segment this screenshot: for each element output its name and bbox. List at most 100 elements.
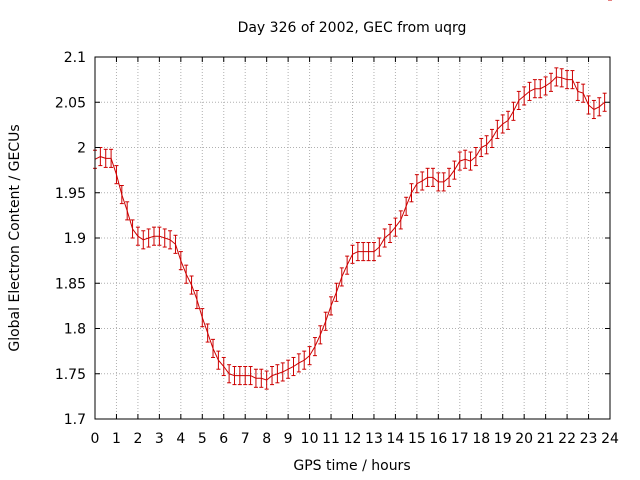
x-axis-ticks: 0 1 2 3 4 5 6 7 8 9 10 11 12 13 14 15 16 17 18 19 20 21 22 23 24	[91, 57, 619, 447]
data-point	[506, 110, 511, 130]
data-point	[178, 251, 183, 271]
data-point	[388, 223, 393, 244]
x-tick-label: 23	[580, 431, 598, 447]
data-point	[377, 237, 382, 257]
x-tick-label: 18	[472, 431, 490, 447]
data-point	[522, 86, 527, 106]
data-point	[253, 368, 258, 388]
data-point	[286, 359, 291, 379]
data-point	[168, 230, 173, 250]
data-point	[382, 228, 387, 248]
data-point	[479, 137, 484, 158]
data-point	[307, 346, 312, 366]
data-point	[371, 242, 376, 262]
data-point	[119, 185, 124, 205]
x-tick-label: 17	[451, 431, 469, 447]
data-point	[221, 356, 226, 377]
data-point	[532, 79, 537, 99]
x-tick-label: 11	[322, 431, 340, 447]
data-point	[130, 219, 135, 239]
data-point	[318, 325, 323, 345]
x-tick-label: 9	[284, 431, 293, 447]
x-tick-label: 3	[155, 431, 164, 447]
y-axis-ticks: 1.7 1.75 1.8 1.85 1.9 1.95 2 2.05 2.1	[55, 50, 610, 428]
data-point	[484, 135, 489, 155]
x-tick-label: 6	[219, 431, 228, 447]
data-point	[538, 79, 543, 99]
x-tick-label: 1	[112, 431, 121, 447]
x-tick-label: 24	[601, 431, 619, 447]
data-point	[468, 151, 473, 171]
data-point	[441, 172, 446, 192]
data-point	[473, 147, 478, 167]
data-point	[211, 338, 216, 358]
data-point	[581, 83, 586, 103]
data-point	[173, 234, 178, 254]
data-point	[586, 95, 591, 115]
data-point	[205, 323, 210, 343]
data-point	[302, 350, 307, 370]
data-point	[404, 196, 409, 216]
data-point	[280, 362, 285, 382]
y-tick-label: 2	[77, 141, 86, 157]
x-tick-label: 4	[176, 431, 185, 447]
x-tick-label: 22	[558, 431, 576, 447]
data-point	[264, 370, 269, 390]
data-point	[436, 172, 441, 192]
series-gec	[93, 0, 612, 390]
data-point	[232, 366, 237, 386]
y-tick-label: 1.75	[55, 367, 86, 383]
data-point	[463, 149, 468, 169]
data-point	[227, 364, 232, 384]
data-point	[216, 350, 221, 370]
data-point	[452, 160, 457, 180]
x-tick-label: 7	[241, 431, 250, 447]
data-point	[200, 308, 205, 328]
data-point	[425, 167, 430, 187]
data-point	[329, 296, 334, 316]
y-tick-label: 1.7	[64, 412, 86, 428]
x-tick-label: 5	[198, 431, 207, 447]
data-point	[591, 99, 596, 120]
data-point	[500, 114, 505, 134]
data-point	[152, 226, 157, 246]
data-point	[366, 242, 371, 262]
data-point	[237, 366, 242, 386]
y-tick-label: 1.8	[64, 322, 86, 338]
data-point	[345, 255, 350, 275]
data-point	[398, 210, 403, 230]
data-point	[275, 364, 280, 384]
y-tick-label: 1.95	[55, 186, 86, 202]
data-point	[248, 366, 253, 386]
x-axis-label: GPS time / hours	[293, 458, 410, 474]
series-line	[94, 76, 605, 381]
data-point	[527, 81, 532, 101]
data-point	[420, 171, 425, 191]
data-point	[602, 92, 607, 112]
x-tick-label: 20	[515, 431, 533, 447]
data-point	[393, 217, 398, 237]
data-point	[291, 356, 296, 377]
data-point	[430, 167, 435, 187]
y-tick-label: 1.9	[64, 231, 86, 247]
data-point	[597, 97, 602, 117]
data-point	[114, 165, 119, 185]
data-point	[141, 230, 146, 250]
x-tick-label: 8	[262, 431, 271, 447]
data-point	[565, 70, 570, 90]
x-tick-label: 21	[537, 431, 555, 447]
data-point	[135, 226, 140, 246]
x-tick-label: 13	[365, 431, 383, 447]
data-point	[312, 337, 317, 357]
x-tick-label: 19	[494, 431, 512, 447]
x-tick-label: 10	[301, 431, 319, 447]
data-point	[457, 151, 462, 171]
data-point	[184, 264, 189, 284]
data-point	[516, 90, 521, 110]
y-tick-label: 1.85	[55, 276, 86, 292]
data-point	[355, 242, 360, 262]
data-point	[259, 368, 264, 388]
data-point	[570, 70, 575, 90]
data-point	[447, 167, 452, 187]
